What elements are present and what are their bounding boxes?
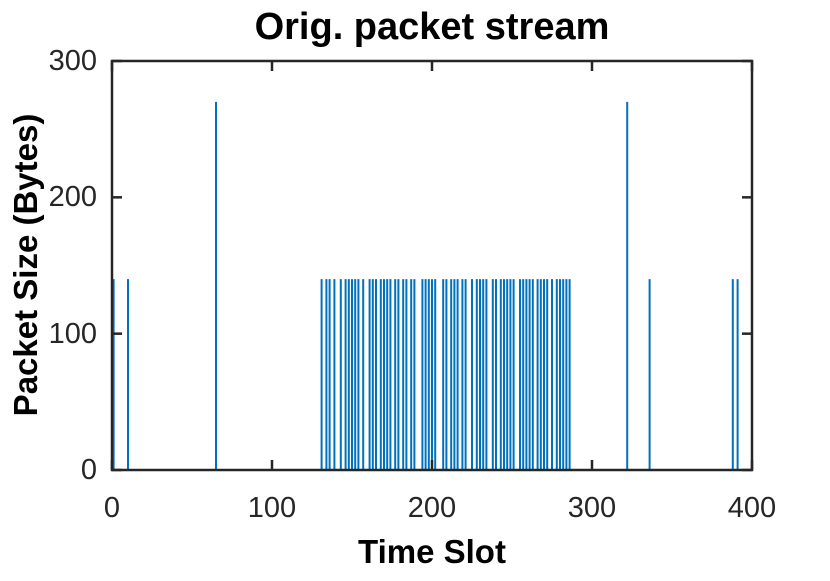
y-tick-label: 200 [48,181,97,214]
y-tick-label: 300 [48,45,97,77]
y-tick-label: 100 [48,317,97,350]
chart-title: Orig. packet stream [254,6,610,48]
axes-box [110,59,754,472]
x-tick-label: 200 [407,492,457,524]
y-tick-label: 0 [80,454,97,486]
x-tick-label: 300 [567,492,617,524]
x-axis-label: Time Slot [358,533,506,570]
x-tick-label: 100 [247,492,297,524]
x-tick-label: 0 [103,492,121,524]
y-axis-label: Packet Size (Bytes) [7,113,44,417]
packet-spikes [112,101,739,470]
x-tick-label: 400 [727,492,777,524]
